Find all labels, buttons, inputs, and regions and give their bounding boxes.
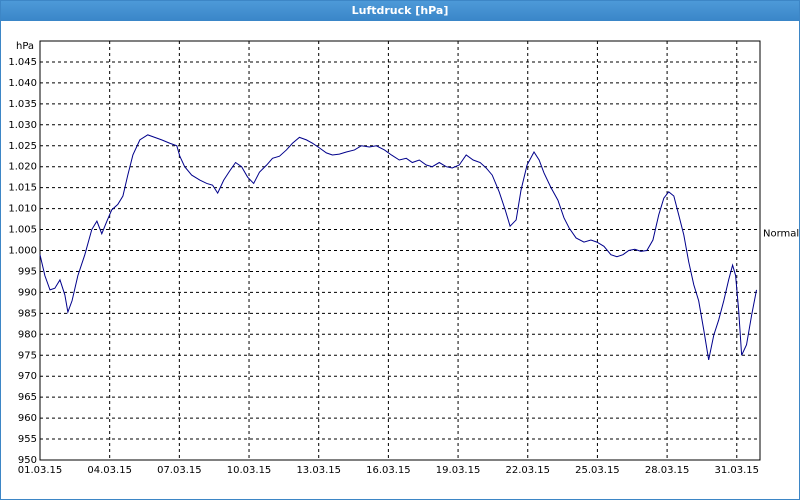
x-tick-label: 25.03.15 bbox=[575, 465, 620, 476]
y-tick-label: 995 bbox=[18, 266, 37, 277]
x-tick-label: 31.03.15 bbox=[715, 465, 760, 476]
y-tick-label: 970 bbox=[18, 371, 37, 382]
window-title: Luftdruck [hPa] bbox=[1, 1, 799, 21]
y-tick-label: 1.020 bbox=[8, 162, 37, 173]
y-tick-label: 1.005 bbox=[8, 225, 37, 236]
y-tick-label: 965 bbox=[18, 392, 37, 403]
y-tick-label: 950 bbox=[18, 455, 37, 466]
y-tick-label: 1.035 bbox=[8, 99, 37, 110]
y-tick-label: 1.040 bbox=[8, 78, 37, 89]
y-tick-label: 1.030 bbox=[8, 120, 37, 131]
x-tick-label: 28.03.15 bbox=[645, 465, 690, 476]
y-tick-label: 980 bbox=[18, 329, 37, 340]
chart: hPa 950 955 960 965 970 975 980 985 990 995 1.000 1… bbox=[8, 40, 799, 476]
annotation: Normal bbox=[763, 229, 799, 240]
y-tick-label: 985 bbox=[18, 308, 37, 319]
x-tick-label: 10.03.15 bbox=[227, 465, 272, 476]
y-tick-label: 1.010 bbox=[8, 204, 37, 215]
y-tick-label: 1.015 bbox=[8, 183, 37, 194]
plot-border bbox=[39, 40, 761, 461]
x-tick-label: 22.03.15 bbox=[505, 465, 550, 476]
line bbox=[39, 134, 758, 360]
x-tick-label: 04.03.15 bbox=[87, 465, 132, 476]
y-tick-label: 990 bbox=[18, 287, 37, 298]
y-tick-label: 1.045 bbox=[8, 57, 37, 68]
y-tick-label: 975 bbox=[18, 350, 37, 361]
x-tick-label: 19.03.15 bbox=[436, 465, 481, 476]
y-axis-label: hPa bbox=[16, 41, 34, 52]
y-tick-label: 1.025 bbox=[8, 141, 37, 152]
x-tick-label: 13.03.15 bbox=[296, 465, 341, 476]
x-tick-label: 07.03.15 bbox=[157, 465, 202, 476]
y-tick-label: 955 bbox=[18, 434, 37, 445]
x-tick-label: 01.03.15 bbox=[18, 465, 63, 476]
x-tick-label: 16.03.15 bbox=[366, 465, 411, 476]
y-tick-label: 1.000 bbox=[8, 246, 37, 257]
y-tick-label: 960 bbox=[18, 413, 37, 424]
